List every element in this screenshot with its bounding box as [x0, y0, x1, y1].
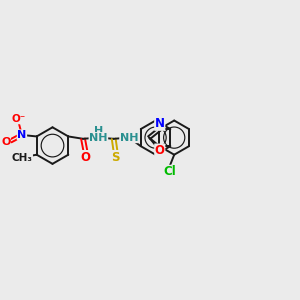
- Text: NH: NH: [120, 133, 138, 142]
- Text: N: N: [155, 117, 165, 130]
- Text: O: O: [1, 137, 10, 147]
- Text: N: N: [17, 130, 27, 140]
- Text: S: S: [111, 151, 120, 164]
- Text: H: H: [94, 126, 103, 136]
- Text: NH: NH: [89, 133, 108, 142]
- Text: O⁻: O⁻: [12, 114, 26, 124]
- Text: CH₃: CH₃: [11, 153, 32, 163]
- Text: Cl: Cl: [164, 165, 176, 178]
- Text: O: O: [155, 144, 165, 157]
- Text: O: O: [80, 151, 90, 164]
